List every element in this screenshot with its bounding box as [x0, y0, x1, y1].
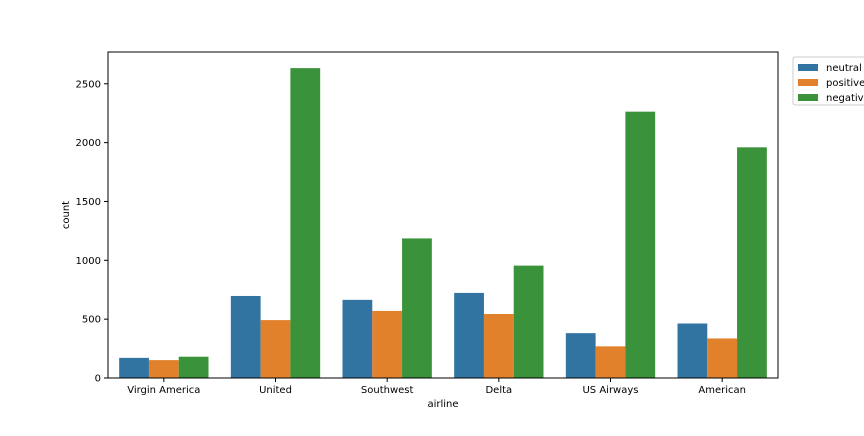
x-tick-label: American	[698, 385, 746, 396]
bar-neutral	[119, 357, 149, 378]
bar-negative	[625, 111, 656, 379]
legend: neutral positive negative	[792, 56, 864, 106]
y-tick-label: 500	[82, 315, 101, 326]
x-axis-label: airline	[427, 399, 458, 410]
y-tick-label: 1000	[76, 256, 101, 267]
legend-label-positive: positive	[826, 78, 864, 89]
bar-negative	[402, 238, 432, 378]
bars-layer	[119, 68, 767, 379]
bar-neutral	[454, 292, 484, 378]
x-tick-label: Delta	[485, 385, 512, 396]
y-axis-label: count	[61, 201, 72, 229]
x-axis: Virgin America United Southwest Delta US Air…	[127, 378, 746, 396]
x-tick-label: Southwest	[361, 385, 414, 396]
bar-negative	[178, 356, 209, 378]
bar-positive	[372, 310, 403, 378]
bar-negative	[290, 68, 321, 379]
bar-neutral	[677, 323, 708, 378]
y-tick-label: 0	[95, 374, 101, 385]
y-tick-label: 2000	[76, 138, 101, 149]
bar-positive	[483, 313, 514, 378]
bar-positive	[707, 338, 738, 378]
bar-neutral	[230, 295, 261, 378]
bar-neutral	[565, 333, 596, 378]
bar-positive	[595, 346, 626, 378]
legend-label-neutral: neutral	[826, 63, 862, 74]
x-tick-label: Virgin America	[127, 385, 200, 396]
x-tick-label: United	[259, 385, 292, 396]
bar-positive	[148, 360, 179, 378]
y-tick-label: 2500	[76, 79, 101, 90]
legend-swatch-neutral	[798, 64, 818, 71]
bar-negative	[737, 147, 767, 378]
bar-negative	[513, 265, 544, 378]
axes-frame	[107, 51, 779, 379]
legend-label-negative: negative	[826, 93, 864, 104]
legend-swatch-positive	[798, 79, 818, 86]
bar-positive	[260, 320, 291, 378]
y-tick-label: 1500	[76, 197, 101, 208]
x-tick-label: US Airways	[582, 385, 638, 396]
y-axis: 0 500 1000 1500 2000 2500	[76, 79, 108, 385]
bar-neutral	[342, 299, 373, 378]
legend-swatch-negative	[798, 94, 818, 101]
